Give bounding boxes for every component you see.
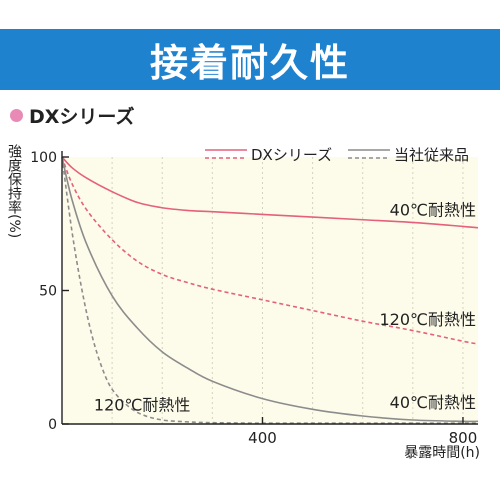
series-line: [61, 156, 479, 345]
section-heading: DXシリーズ: [10, 103, 135, 128]
curve-annotation: 120℃耐熱性: [94, 396, 191, 415]
legend-label: DXシリーズ: [251, 146, 332, 164]
x-tick-label: 800: [449, 429, 478, 447]
section-label: DXシリーズ: [29, 105, 135, 128]
curve-annotation: 40℃耐熱性: [390, 393, 476, 412]
curve-annotation: 40℃耐熱性: [390, 201, 476, 220]
x-axis-label: 暴露時間(h): [404, 445, 480, 461]
legend-label: 当社従来品: [394, 146, 469, 164]
plot-background: [62, 157, 478, 424]
pink-bullet-icon: [10, 108, 23, 122]
y-tick-label: 100: [30, 150, 57, 166]
y-tick-label: 0: [48, 417, 57, 433]
series-line: [61, 156, 478, 425]
y-tick-label: 50: [39, 284, 57, 300]
series-line: [61, 156, 479, 229]
series-line: [61, 156, 479, 423]
axes: [61, 151, 478, 425]
banner-title: 接着耐久性: [149, 41, 350, 85]
y-axis-label: 強度保持率(%): [6, 144, 22, 238]
chart-labels: 0 50 100 400 800 強度保持率(%) 暴露時間(h) DXシリーズ 当社従来品 40…: [6, 144, 480, 461]
curve-annotation: 120℃耐熱性: [379, 310, 476, 329]
series-lines: [61, 156, 479, 425]
title-banner: 接着耐久性: [0, 29, 500, 90]
x-tick-label: 400: [248, 429, 277, 447]
